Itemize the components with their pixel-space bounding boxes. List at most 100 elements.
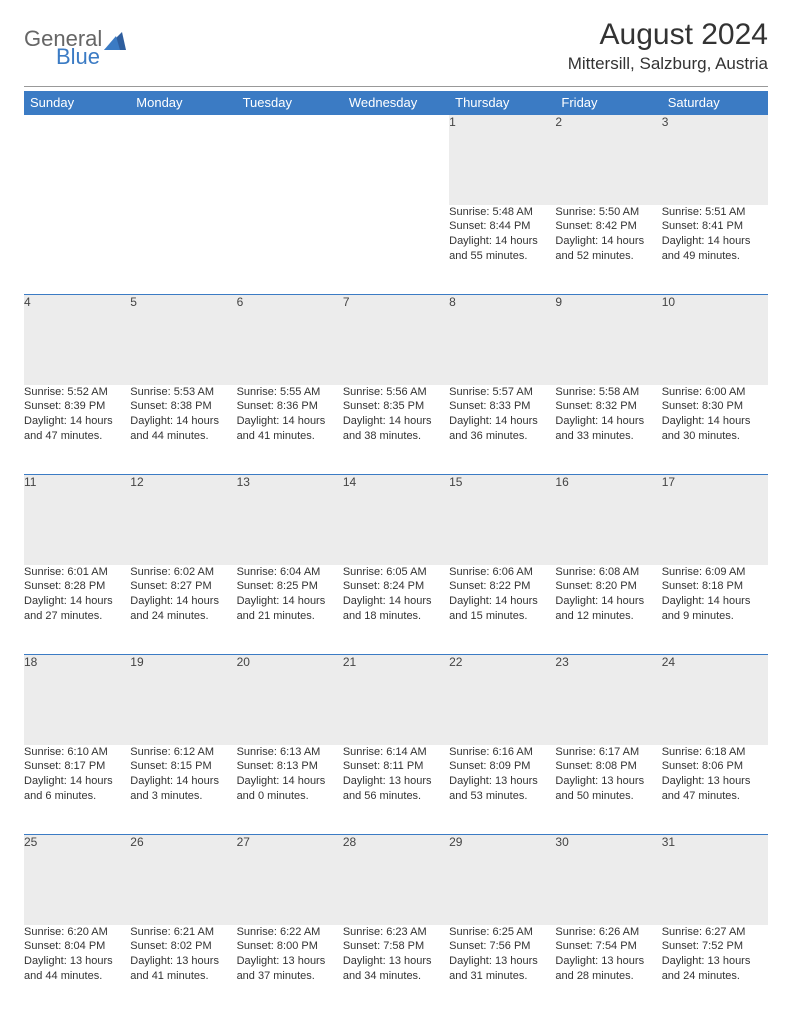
daynum-row: 18192021222324 xyxy=(24,655,768,745)
sunset-line: Sunset: 8:13 PM xyxy=(237,759,343,774)
daylight-line: Daylight: 14 hours and 36 minutes. xyxy=(449,414,555,444)
day-number xyxy=(237,115,343,205)
sunrise-line: Sunrise: 6:16 AM xyxy=(449,745,555,760)
sunset-line: Sunset: 8:20 PM xyxy=(555,579,661,594)
day-cell: Sunrise: 6:10 AMSunset: 8:17 PMDaylight:… xyxy=(24,745,130,835)
day-cell: Sunrise: 5:57 AMSunset: 8:33 PMDaylight:… xyxy=(449,385,555,475)
daylight-line: Daylight: 13 hours and 50 minutes. xyxy=(555,774,661,804)
sunrise-line: Sunrise: 6:17 AM xyxy=(555,745,661,760)
sunrise-line: Sunrise: 6:02 AM xyxy=(130,565,236,580)
day-number: 19 xyxy=(130,655,236,745)
day-number xyxy=(343,115,449,205)
sunrise-line: Sunrise: 6:08 AM xyxy=(555,565,661,580)
sunset-line: Sunset: 7:54 PM xyxy=(555,939,661,954)
day-cell: Sunrise: 6:17 AMSunset: 8:08 PMDaylight:… xyxy=(555,745,661,835)
sunset-line: Sunset: 7:52 PM xyxy=(662,939,768,954)
sunset-line: Sunset: 8:28 PM xyxy=(24,579,130,594)
sunset-line: Sunset: 8:06 PM xyxy=(662,759,768,774)
day-cell xyxy=(343,205,449,295)
sunrise-line: Sunrise: 5:52 AM xyxy=(24,385,130,400)
col-header: Friday xyxy=(555,91,661,115)
sunrise-line: Sunrise: 5:56 AM xyxy=(343,385,449,400)
day-number: 28 xyxy=(343,835,449,925)
day-cell xyxy=(237,205,343,295)
sunset-line: Sunset: 8:11 PM xyxy=(343,759,449,774)
daylight-line: Daylight: 14 hours and 9 minutes. xyxy=(662,594,768,624)
day-number: 8 xyxy=(449,295,555,385)
day-number: 5 xyxy=(130,295,236,385)
calendar-body: 123Sunrise: 5:48 AMSunset: 8:44 PMDaylig… xyxy=(24,115,768,1015)
sunrise-line: Sunrise: 6:26 AM xyxy=(555,925,661,940)
calendar-table: Sunday Monday Tuesday Wednesday Thursday… xyxy=(24,91,768,1015)
daylight-line: Daylight: 13 hours and 24 minutes. xyxy=(662,954,768,984)
col-header: Saturday xyxy=(662,91,768,115)
day-number: 3 xyxy=(662,115,768,205)
daylight-line: Daylight: 13 hours and 37 minutes. xyxy=(237,954,343,984)
day-number: 29 xyxy=(449,835,555,925)
day-cell: Sunrise: 6:22 AMSunset: 8:00 PMDaylight:… xyxy=(237,925,343,1015)
day-cell: Sunrise: 6:05 AMSunset: 8:24 PMDaylight:… xyxy=(343,565,449,655)
day-cell: Sunrise: 6:01 AMSunset: 8:28 PMDaylight:… xyxy=(24,565,130,655)
daylight-line: Daylight: 13 hours and 31 minutes. xyxy=(449,954,555,984)
sunrise-line: Sunrise: 5:58 AM xyxy=(555,385,661,400)
sunset-line: Sunset: 8:36 PM xyxy=(237,399,343,414)
day-number xyxy=(24,115,130,205)
sunrise-line: Sunrise: 5:53 AM xyxy=(130,385,236,400)
day-number: 21 xyxy=(343,655,449,745)
day-number: 26 xyxy=(130,835,236,925)
sunset-line: Sunset: 8:08 PM xyxy=(555,759,661,774)
day-cell xyxy=(24,205,130,295)
daynum-row: 45678910 xyxy=(24,295,768,385)
sunset-line: Sunset: 8:09 PM xyxy=(449,759,555,774)
daylight-line: Daylight: 14 hours and 18 minutes. xyxy=(343,594,449,624)
daylight-line: Daylight: 14 hours and 3 minutes. xyxy=(130,774,236,804)
day-number: 22 xyxy=(449,655,555,745)
day-number: 1 xyxy=(449,115,555,205)
daylight-line: Daylight: 14 hours and 47 minutes. xyxy=(24,414,130,444)
day-number: 4 xyxy=(24,295,130,385)
day-number: 10 xyxy=(662,295,768,385)
daylight-line: Daylight: 13 hours and 56 minutes. xyxy=(343,774,449,804)
day-number: 15 xyxy=(449,475,555,565)
day-cell: Sunrise: 6:27 AMSunset: 7:52 PMDaylight:… xyxy=(662,925,768,1015)
day-number xyxy=(130,115,236,205)
day-cell: Sunrise: 6:26 AMSunset: 7:54 PMDaylight:… xyxy=(555,925,661,1015)
day-cell: Sunrise: 6:06 AMSunset: 8:22 PMDaylight:… xyxy=(449,565,555,655)
sunset-line: Sunset: 8:38 PM xyxy=(130,399,236,414)
daylight-line: Daylight: 13 hours and 47 minutes. xyxy=(662,774,768,804)
sunset-line: Sunset: 8:18 PM xyxy=(662,579,768,594)
sunrise-line: Sunrise: 6:04 AM xyxy=(237,565,343,580)
data-row: Sunrise: 6:20 AMSunset: 8:04 PMDaylight:… xyxy=(24,925,768,1015)
col-header: Tuesday xyxy=(237,91,343,115)
day-cell: Sunrise: 5:50 AMSunset: 8:42 PMDaylight:… xyxy=(555,205,661,295)
sunset-line: Sunset: 8:27 PM xyxy=(130,579,236,594)
day-cell: Sunrise: 5:56 AMSunset: 8:35 PMDaylight:… xyxy=(343,385,449,475)
day-number: 7 xyxy=(343,295,449,385)
day-number: 24 xyxy=(662,655,768,745)
day-cell xyxy=(130,205,236,295)
day-number: 2 xyxy=(555,115,661,205)
daylight-line: Daylight: 13 hours and 53 minutes. xyxy=(449,774,555,804)
sunrise-line: Sunrise: 6:22 AM xyxy=(237,925,343,940)
daylight-line: Daylight: 14 hours and 24 minutes. xyxy=(130,594,236,624)
daylight-line: Daylight: 14 hours and 27 minutes. xyxy=(24,594,130,624)
day-number: 18 xyxy=(24,655,130,745)
daylight-line: Daylight: 13 hours and 41 minutes. xyxy=(130,954,236,984)
day-number: 16 xyxy=(555,475,661,565)
sunset-line: Sunset: 8:33 PM xyxy=(449,399,555,414)
header-row: Sunday Monday Tuesday Wednesday Thursday… xyxy=(24,91,768,115)
day-number: 12 xyxy=(130,475,236,565)
day-number: 25 xyxy=(24,835,130,925)
sunset-line: Sunset: 8:32 PM xyxy=(555,399,661,414)
day-cell: Sunrise: 6:08 AMSunset: 8:20 PMDaylight:… xyxy=(555,565,661,655)
col-header: Monday xyxy=(130,91,236,115)
daylight-line: Daylight: 14 hours and 15 minutes. xyxy=(449,594,555,624)
daylight-line: Daylight: 14 hours and 41 minutes. xyxy=(237,414,343,444)
sunset-line: Sunset: 8:22 PM xyxy=(449,579,555,594)
day-cell: Sunrise: 6:02 AMSunset: 8:27 PMDaylight:… xyxy=(130,565,236,655)
day-number: 13 xyxy=(237,475,343,565)
sunset-line: Sunset: 8:04 PM xyxy=(24,939,130,954)
day-cell: Sunrise: 5:58 AMSunset: 8:32 PMDaylight:… xyxy=(555,385,661,475)
sunset-line: Sunset: 7:58 PM xyxy=(343,939,449,954)
sunrise-line: Sunrise: 6:12 AM xyxy=(130,745,236,760)
